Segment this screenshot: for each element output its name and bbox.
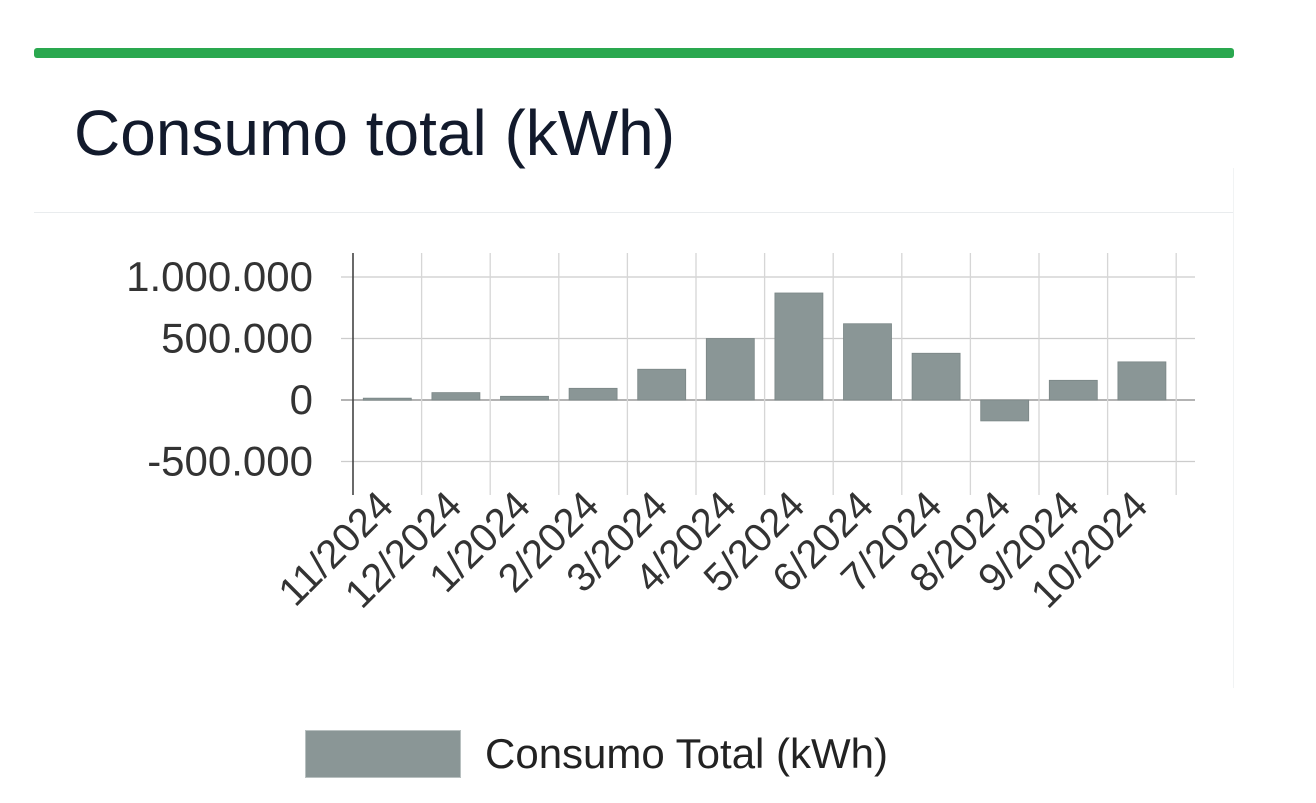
bar-2-2024: [568, 387, 618, 401]
bar-8-2024: [980, 399, 1030, 422]
card-title: Consumo total (kWh): [74, 97, 676, 169]
y-tick-label: 1.000.000: [126, 253, 313, 300]
bar-6-2024: [843, 323, 892, 401]
bar-11-2024: [362, 397, 412, 401]
bar-4-2024: [705, 338, 755, 401]
bar-3-2024: [637, 368, 687, 401]
bar-9-2024: [1048, 379, 1098, 401]
title-divider: [34, 212, 1234, 213]
legend-label: Consumo Total (kWh): [485, 730, 889, 777]
card-accent-bar: [34, 48, 1234, 58]
bar-12-2024: [431, 392, 481, 401]
chart-legend[interactable]: Consumo Total (kWh): [305, 728, 888, 780]
bar-5-2024: [774, 292, 824, 401]
y-tick-label: 500.000: [161, 315, 313, 362]
y-tick-label: -500.000: [147, 438, 313, 485]
legend-swatch: [305, 730, 461, 778]
bar-7-2024: [911, 352, 961, 401]
bar-10-2024: [1117, 361, 1167, 401]
bar-1-2024: [500, 395, 549, 401]
chart-card: Consumo total (kWh): [34, 48, 1234, 688]
card-right-edge: [1233, 168, 1234, 688]
y-tick-label: 0: [290, 376, 313, 423]
